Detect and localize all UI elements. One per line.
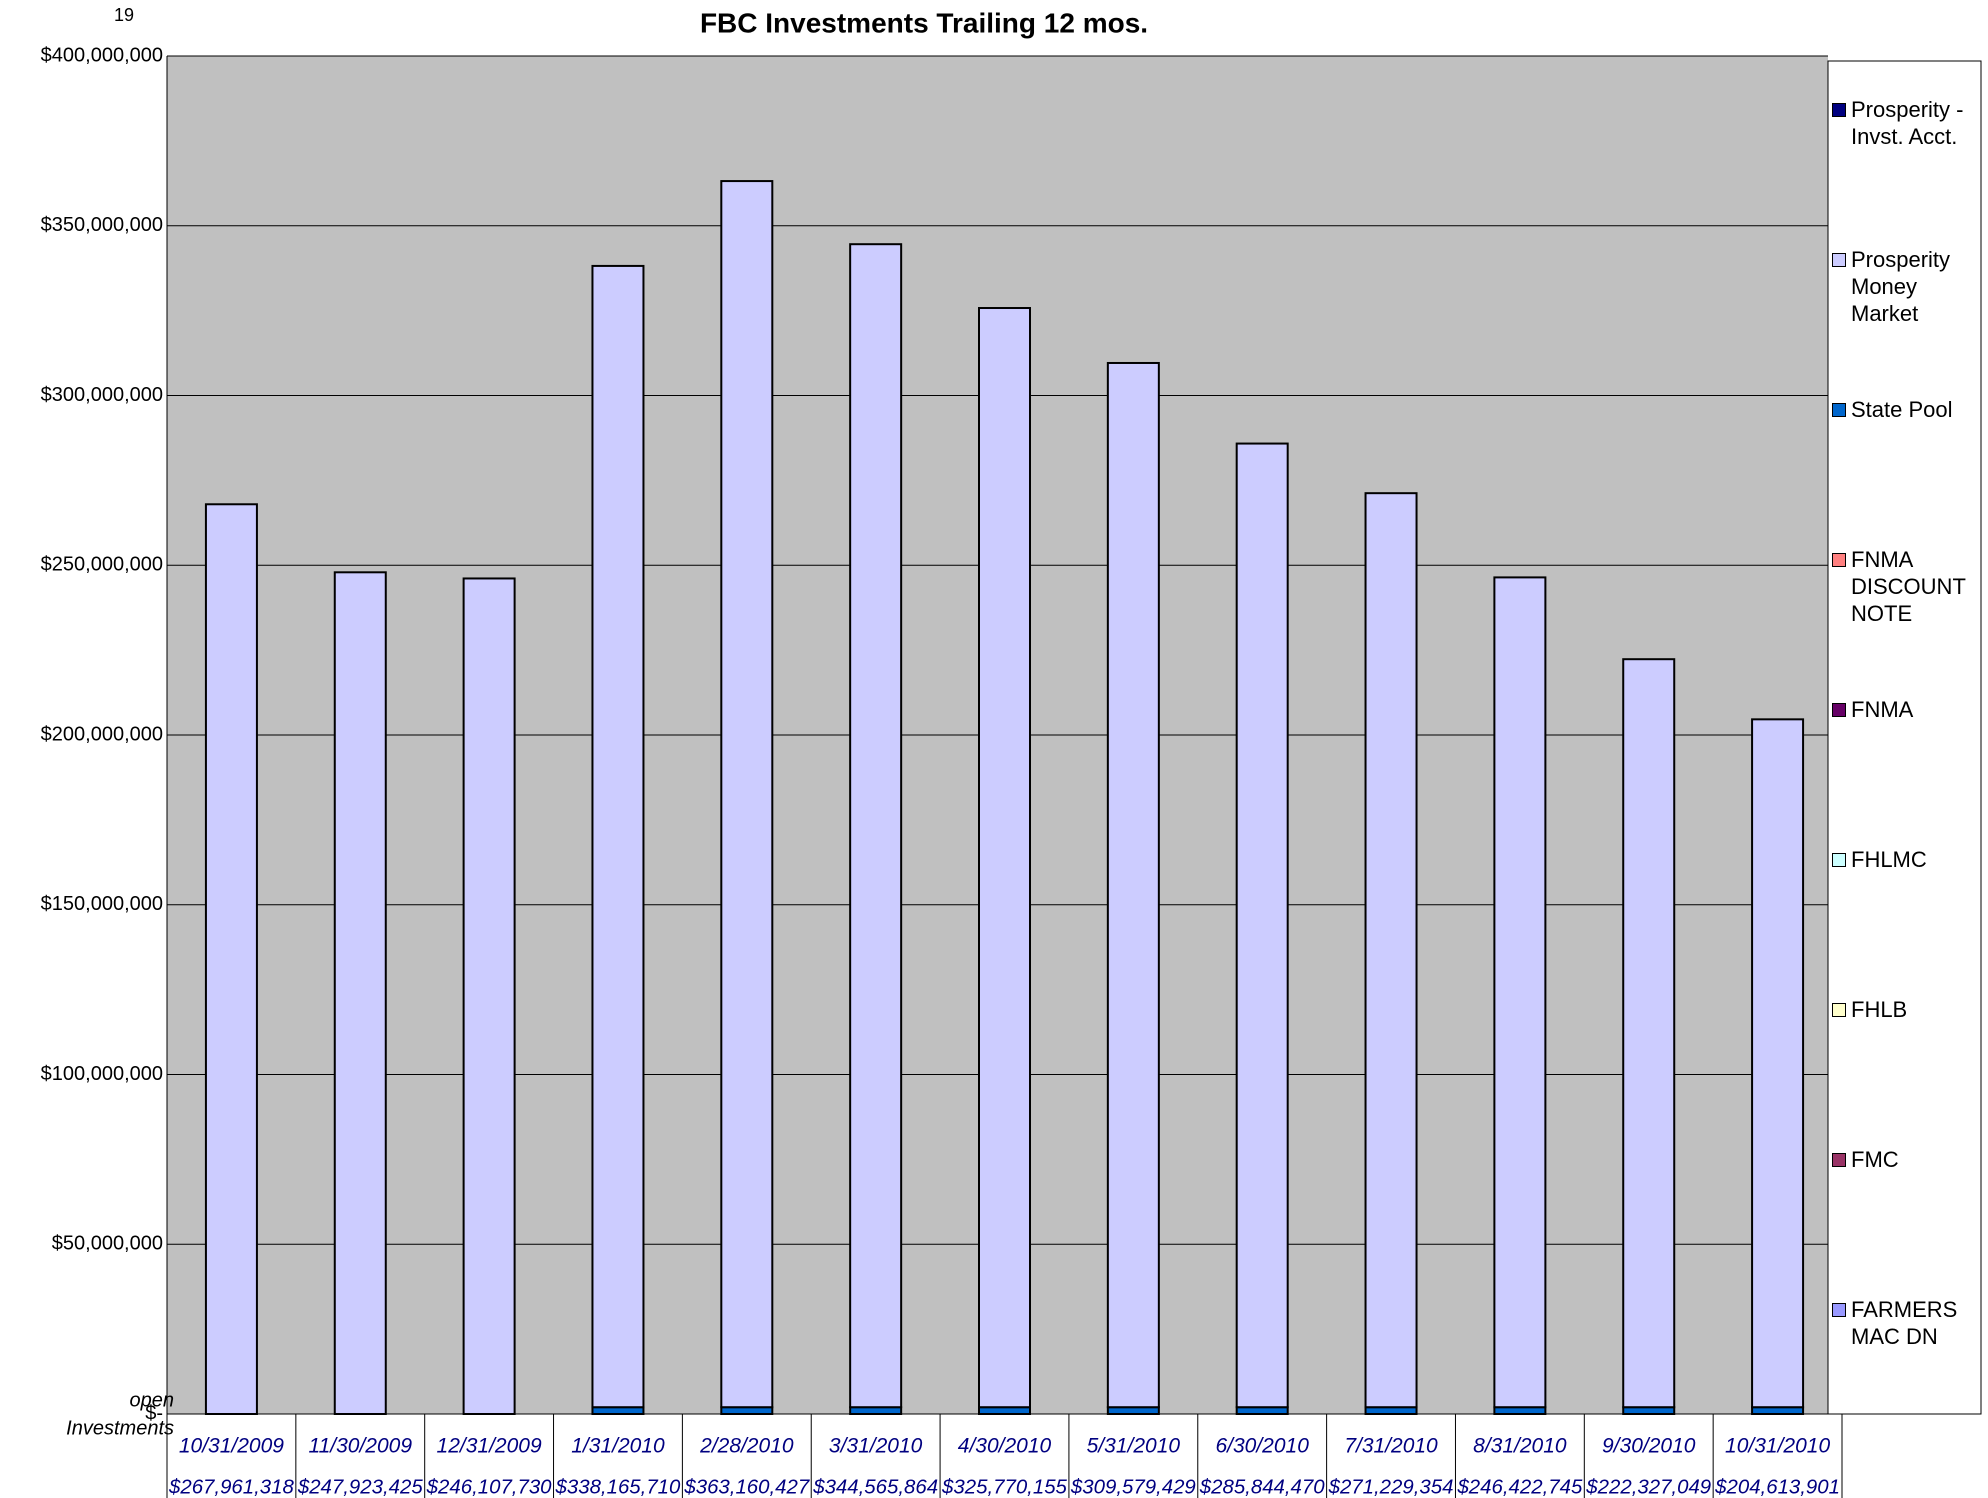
legend-label: FMC <box>1851 1147 1899 1172</box>
x-tick-label: 11/30/2009 <box>308 1435 412 1458</box>
legend-label: FHLB <box>1851 997 1908 1022</box>
legend-entry: FHLMC <box>1832 846 1980 873</box>
total-label: $246,422,745 <box>1456 1476 1583 1498</box>
legend-label: Prosperity - Invst. Acct. <box>1851 97 1964 149</box>
legend-entry: FNMA <box>1832 696 1980 723</box>
legend-swatch <box>1832 1303 1846 1317</box>
total-label: $267,961,318 <box>168 1476 294 1498</box>
bar-segment <box>1364 1406 1418 1415</box>
y-tick-label: $150,000,000 <box>41 893 163 915</box>
bar-segment <box>978 307 1031 1409</box>
legend-label: Prosperity Money Market <box>1851 247 1951 326</box>
bar-segment <box>1106 1406 1160 1415</box>
chart-title: FBC Investments Trailing 12 mos. <box>700 7 1148 38</box>
legend-entry: Prosperity - Invst. Acct. <box>1832 96 1980 150</box>
total-label: $247,923,425 <box>297 1476 424 1498</box>
y-tick-label: $250,000,000 <box>41 554 163 576</box>
y-tick-label: $200,000,000 <box>41 723 163 745</box>
bar-segment <box>1622 658 1676 1409</box>
bar-segment <box>1493 1406 1547 1415</box>
bar-segment <box>204 503 258 1416</box>
bar-segment <box>1364 492 1418 1409</box>
legend-swatch <box>1832 703 1846 717</box>
legend-label: State Pool <box>1851 397 1953 422</box>
legend-swatch <box>1832 1153 1846 1167</box>
x-tick-label: 8/31/2010 <box>1473 1435 1567 1458</box>
legend-entry: FNMA DISCOUNT NOTE <box>1832 546 1980 627</box>
y-tick-label: $400,000,000 <box>41 44 163 66</box>
legend-label: FHLMC <box>1851 847 1927 872</box>
bar-segment <box>462 577 516 1415</box>
legend-label: FARMERS MAC DN <box>1851 1297 1958 1349</box>
total-label: $344,565,864 <box>812 1476 938 1498</box>
bar-segment <box>849 1406 903 1415</box>
bar-segment <box>1751 718 1805 1409</box>
x-tick-label: 5/31/2010 <box>1087 1435 1181 1458</box>
bar-segment <box>1235 1406 1289 1415</box>
total-label: $204,613,901 <box>1714 1476 1840 1498</box>
bar-segment <box>591 1406 645 1415</box>
legend-entry: Prosperity Money Market <box>1832 246 1980 327</box>
total-label: $325,770,155 <box>941 1476 1068 1498</box>
y-tick-label: $300,000,000 <box>41 384 163 406</box>
page-number: 19 <box>114 5 134 25</box>
x-tick-label: 4/30/2010 <box>958 1435 1052 1458</box>
bar-segment <box>591 264 645 1409</box>
bar-segment <box>1493 576 1547 1409</box>
x-tick-label: 7/31/2010 <box>1344 1435 1438 1458</box>
x-tick-label: 6/30/2010 <box>1215 1435 1309 1458</box>
bar-segment <box>849 243 903 1409</box>
bar-segment <box>978 1406 1031 1415</box>
x-tick-label: 2/28/2010 <box>699 1435 794 1458</box>
bar-segment <box>1106 361 1160 1409</box>
legend-swatch <box>1832 853 1846 867</box>
bar-segment <box>720 1406 774 1415</box>
x-tick-label: 1/31/2010 <box>571 1435 665 1458</box>
bar-segment <box>1622 1406 1676 1415</box>
total-label: $285,844,470 <box>1199 1476 1325 1498</box>
legend-swatch <box>1832 403 1846 417</box>
total-label: $222,327,049 <box>1585 1476 1711 1498</box>
legend-swatch <box>1832 103 1846 117</box>
bar-segment <box>1751 1406 1805 1415</box>
legend-label: FNMA DISCOUNT NOTE <box>1851 547 1966 626</box>
total-label: $246,107,730 <box>426 1476 552 1498</box>
y-tick-label: $350,000,000 <box>41 214 163 236</box>
legend-swatch <box>1832 553 1846 567</box>
total-label: $363,160,427 <box>683 1476 810 1498</box>
total-label: $309,579,429 <box>1070 1476 1196 1498</box>
legend-entry: FMC <box>1832 1146 1980 1173</box>
legend-box <box>1827 60 1982 1415</box>
legend-swatch <box>1832 1003 1846 1017</box>
x-tick-label: 9/30/2010 <box>1602 1435 1696 1458</box>
bar-segment <box>333 571 387 1415</box>
total-label: $271,229,354 <box>1328 1476 1454 1498</box>
total-label: $338,165,710 <box>555 1476 681 1498</box>
x-tick-label: 10/31/2009 <box>179 1435 284 1458</box>
legend-entry: State Pool <box>1832 396 1980 423</box>
table-label: open <box>130 1389 175 1411</box>
bar-segment <box>1235 442 1289 1409</box>
x-tick-label: 12/31/2009 <box>437 1435 542 1458</box>
y-tick-label: $50,000,000 <box>52 1233 163 1255</box>
x-tick-label: 3/31/2010 <box>829 1435 923 1458</box>
x-tick-label: 10/31/2010 <box>1725 1435 1830 1458</box>
table-label: Investments <box>66 1417 174 1439</box>
bar-segment <box>720 180 774 1409</box>
y-tick-label: $- <box>145 1402 163 1424</box>
y-tick-label: $100,000,000 <box>41 1063 163 1085</box>
legend-entry: FHLB <box>1832 996 1980 1023</box>
legend-swatch <box>1832 253 1846 267</box>
legend-label: FNMA <box>1851 697 1914 722</box>
legend-entry: FARMERS MAC DN <box>1832 1296 1980 1350</box>
